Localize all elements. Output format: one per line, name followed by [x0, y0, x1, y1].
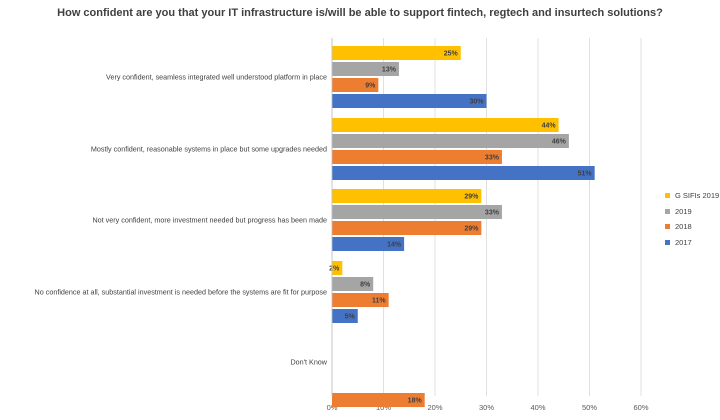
data-label: 25% — [444, 51, 459, 58]
x-tick-label: 40% — [530, 403, 545, 412]
data-label: 2% — [329, 266, 340, 273]
bar — [332, 78, 379, 92]
bar — [332, 237, 405, 251]
bar — [332, 150, 502, 164]
data-label: 5% — [345, 314, 356, 321]
bar — [332, 277, 374, 291]
legend-swatch — [665, 193, 670, 199]
legend-swatch — [665, 239, 670, 245]
x-tick-label: 20% — [427, 403, 442, 412]
data-label: 14% — [387, 242, 402, 249]
bar — [332, 309, 358, 323]
data-label: 46% — [552, 139, 567, 146]
legend-label: 2019 — [675, 206, 692, 216]
x-tick-label: 10% — [376, 403, 391, 412]
bar — [332, 293, 389, 307]
chart-title: How confident are you that your IT infra… — [57, 7, 663, 19]
data-label: 8% — [360, 282, 371, 289]
category-label: Don't Know — [290, 358, 327, 367]
chart-legend: G SIFIs 2019 2019 2018 2017 — [665, 188, 719, 250]
legend-item: G SIFIs 2019 — [665, 188, 719, 204]
bar — [332, 46, 461, 60]
bar — [332, 134, 569, 148]
bar — [332, 166, 595, 180]
data-label: 33% — [485, 155, 500, 162]
bar — [332, 189, 482, 203]
data-label: 18% — [408, 398, 423, 405]
legend-label: 2017 — [675, 237, 692, 247]
bar — [332, 221, 482, 235]
legend-swatch — [665, 224, 670, 230]
data-label: 29% — [464, 226, 479, 233]
legend-item: 2019 — [665, 204, 719, 220]
data-label: 33% — [485, 210, 500, 217]
bar — [332, 205, 502, 219]
data-label: 30% — [469, 99, 484, 106]
data-label: 13% — [382, 67, 397, 74]
data-label: 51% — [578, 171, 593, 178]
x-tick-label: 50% — [582, 403, 597, 412]
bar — [332, 393, 425, 407]
data-label: 29% — [464, 194, 479, 201]
data-label: 11% — [372, 298, 386, 305]
x-tick-label: 60% — [633, 403, 648, 412]
legend-label: 2018 — [675, 222, 692, 232]
legend-item: 2017 — [665, 235, 719, 251]
bar — [332, 261, 343, 275]
bar — [332, 62, 399, 76]
legend-swatch — [665, 208, 670, 214]
legend-label: G SIFIs 2019 — [675, 191, 720, 201]
bar — [332, 94, 487, 108]
legend-item: 2018 — [665, 219, 719, 235]
bar — [332, 118, 559, 132]
data-label: 9% — [365, 83, 376, 90]
category-label: No confidence at all, substantial invest… — [35, 288, 327, 297]
category-label: Very confident, seamless integrated well… — [106, 73, 327, 82]
x-tick-label: 0% — [327, 403, 338, 412]
data-label: 44% — [542, 123, 557, 130]
x-tick-label: 30% — [479, 403, 494, 412]
category-label: Mostly confident, reasonable systems in … — [91, 145, 327, 154]
category-label: Not very confident, more investment need… — [92, 216, 327, 225]
